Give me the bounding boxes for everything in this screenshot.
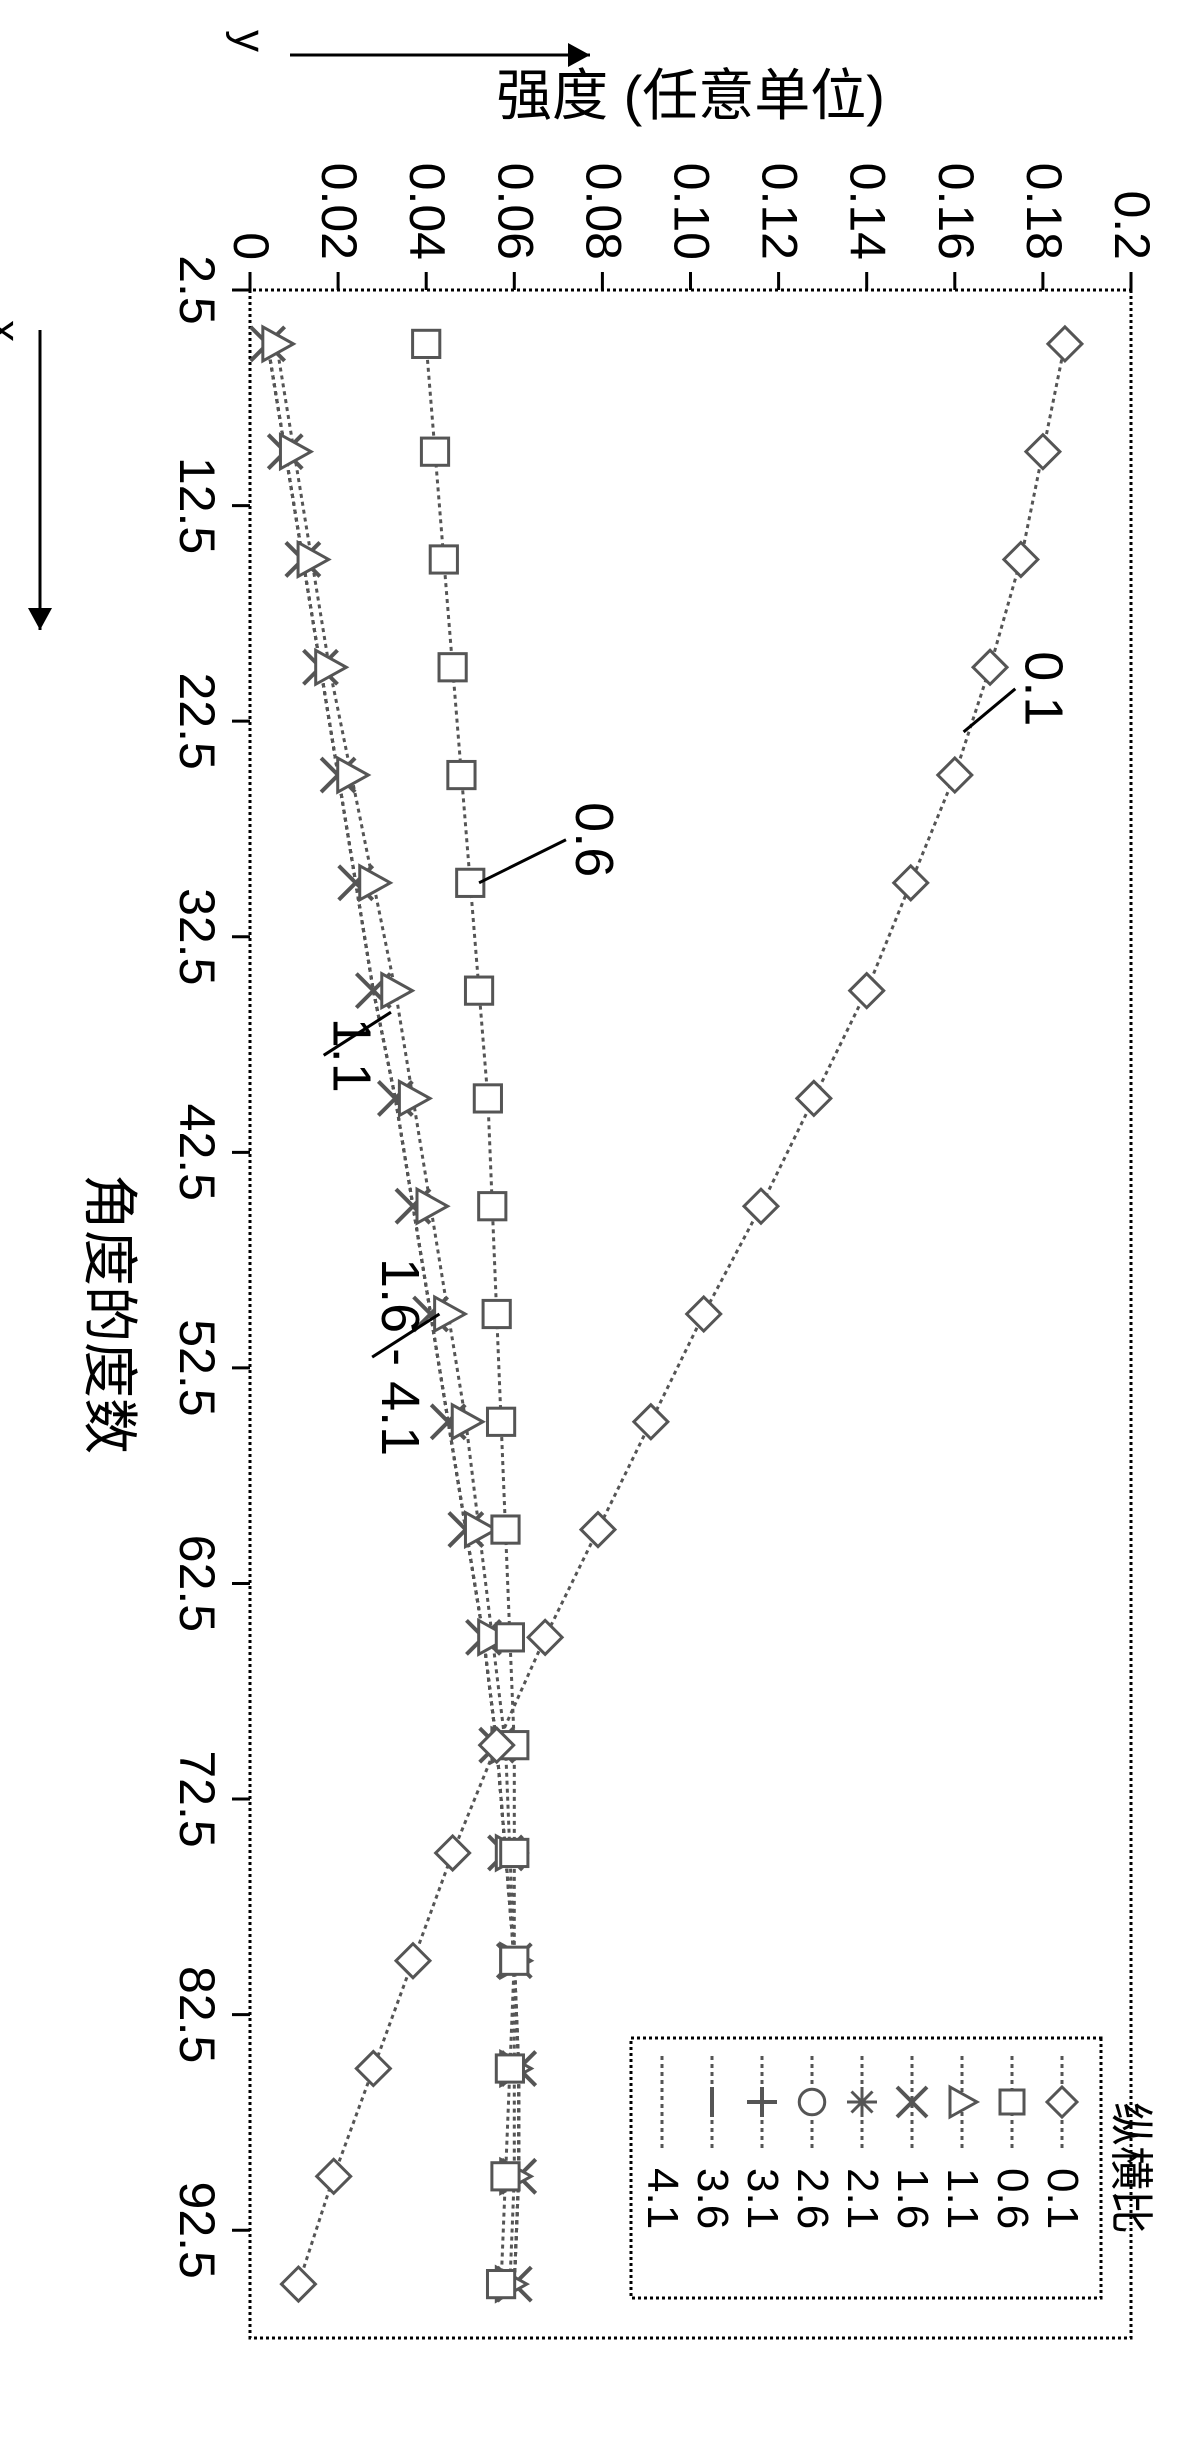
x-tick-label: 22.5 <box>169 672 225 769</box>
legend-item-label: 0.1 <box>1038 2168 1087 2229</box>
y-tick-label: 0 <box>223 232 279 260</box>
legend-item-label: 3.1 <box>738 2168 787 2229</box>
x-tick-label: 92.5 <box>169 2182 225 2279</box>
legend-item-label: 4.1 <box>638 2168 687 2229</box>
x-tick-label: 52.5 <box>169 1319 225 1416</box>
y-tick-label: 0.04 <box>399 163 455 260</box>
series-annotation: 1.6 - 4.1 <box>370 1258 430 1456</box>
x-arrow-label: x <box>0 320 29 342</box>
legend-item-label: 2.6 <box>788 2168 837 2229</box>
x-tick-label: 12.5 <box>169 457 225 554</box>
legend: 纵横比 0.10.61.11.62.12.63.13.64.1 <box>631 2038 1155 2298</box>
y-tick-label: 0.16 <box>928 163 984 260</box>
y-tick-label: 0.02 <box>311 163 367 260</box>
y-tick-label: 0.18 <box>1016 163 1072 260</box>
axes: 2.5 12.5 22.5 32.5 42.5 52.5 62.5 72.5 82.5 92.5 0… <box>169 163 1160 2279</box>
legend-item-label: 1.1 <box>938 2168 987 2229</box>
y-tick-label: 0.12 <box>752 163 808 260</box>
x-tick-label: 42.5 <box>169 1104 225 1201</box>
x-tick-label: 82.5 <box>169 1966 225 2063</box>
y-axis-label: 强度 (任意单位) <box>496 64 885 127</box>
chart-svg: 2.5 12.5 22.5 32.5 42.5 52.5 62.5 72.5 82.5 92.5 0… <box>0 0 1191 2438</box>
series-annotation: 0.6 <box>564 802 624 877</box>
x-tick-label: 72.5 <box>169 1750 225 1847</box>
legend-item-label: 2.1 <box>838 2168 887 2229</box>
legend-item-label: 3.6 <box>688 2168 737 2229</box>
x-tick-label: 2.5 <box>169 255 225 325</box>
x-tick-label: 62.5 <box>169 1535 225 1632</box>
series-annotation: 0.1 <box>1013 651 1073 726</box>
y-tick-label: 0.2 <box>1104 190 1160 260</box>
legend-item-label: 0.6 <box>988 2168 1037 2229</box>
y-tick-label: 0.14 <box>840 163 896 260</box>
y-arrow-label: y <box>225 30 274 52</box>
legend-title: 纵横比 <box>1106 2102 1155 2234</box>
y-tick-label: 0.10 <box>664 163 720 260</box>
y-tick-label: 0.06 <box>487 163 543 260</box>
legend-item-label: 1.6 <box>888 2168 937 2229</box>
x-tick-label: 32.5 <box>169 888 225 985</box>
x-axis-label: 角度的度数 <box>78 1174 141 1454</box>
y-tick-label: 0.08 <box>575 163 631 260</box>
series-annotation: 1.1 <box>322 1018 382 1093</box>
